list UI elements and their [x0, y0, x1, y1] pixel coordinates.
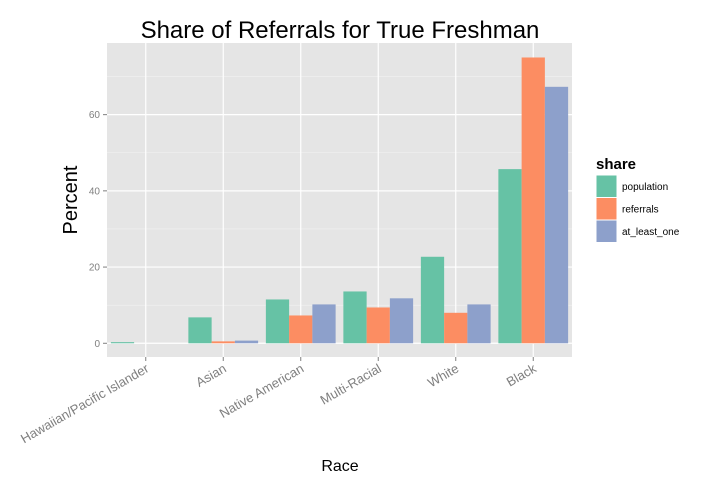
- y-tick-label: 0: [94, 339, 100, 350]
- bar-referrals: [444, 312, 468, 344]
- legend-swatch-at_least_one: [596, 220, 617, 242]
- x-tick-label: Multi-Racial: [317, 361, 383, 408]
- bar-at_least_one: [389, 298, 414, 344]
- bar-population: [110, 342, 135, 344]
- bar-at_least_one: [467, 304, 491, 344]
- bar-referrals: [211, 341, 235, 344]
- panel-background: [107, 43, 572, 357]
- y-tick-label: 20: [89, 263, 101, 274]
- bar-referrals: [289, 315, 313, 344]
- legend-label: population: [622, 182, 668, 193]
- x-tick-label: Native American: [217, 361, 306, 421]
- x-tick-label: Asian: [193, 361, 229, 390]
- x-tick-label: White: [425, 361, 461, 391]
- legend-label: referrals: [622, 204, 659, 215]
- x-axis-title: Race: [321, 458, 358, 475]
- legend-label: at_least_one: [622, 227, 680, 238]
- bar-referrals: [521, 57, 545, 344]
- chart-title: Share of Referrals for True Freshman: [141, 17, 540, 44]
- bar-referrals: [366, 307, 390, 344]
- x-tick-label: Hawaiian/Pacific Islander: [18, 360, 152, 446]
- legend-swatch-referrals: [596, 198, 617, 220]
- y-tick-label: 60: [89, 110, 101, 121]
- x-tick-label: Black: [504, 360, 539, 389]
- bar-population: [498, 169, 522, 344]
- legend: share population referrals at_least_one: [595, 156, 680, 243]
- legend-swatch-population: [596, 175, 617, 197]
- bar-at_least_one: [312, 304, 336, 344]
- bar-population: [343, 291, 367, 344]
- y-tick-label: 40: [89, 186, 101, 197]
- legend-title: share: [596, 156, 636, 173]
- bar-population: [188, 317, 212, 344]
- bar-at_least_one: [234, 340, 259, 344]
- y-axis-title: Percent: [60, 165, 82, 234]
- bar-population: [265, 299, 290, 344]
- bar-at_least_one: [544, 86, 569, 344]
- bar-population: [420, 256, 445, 344]
